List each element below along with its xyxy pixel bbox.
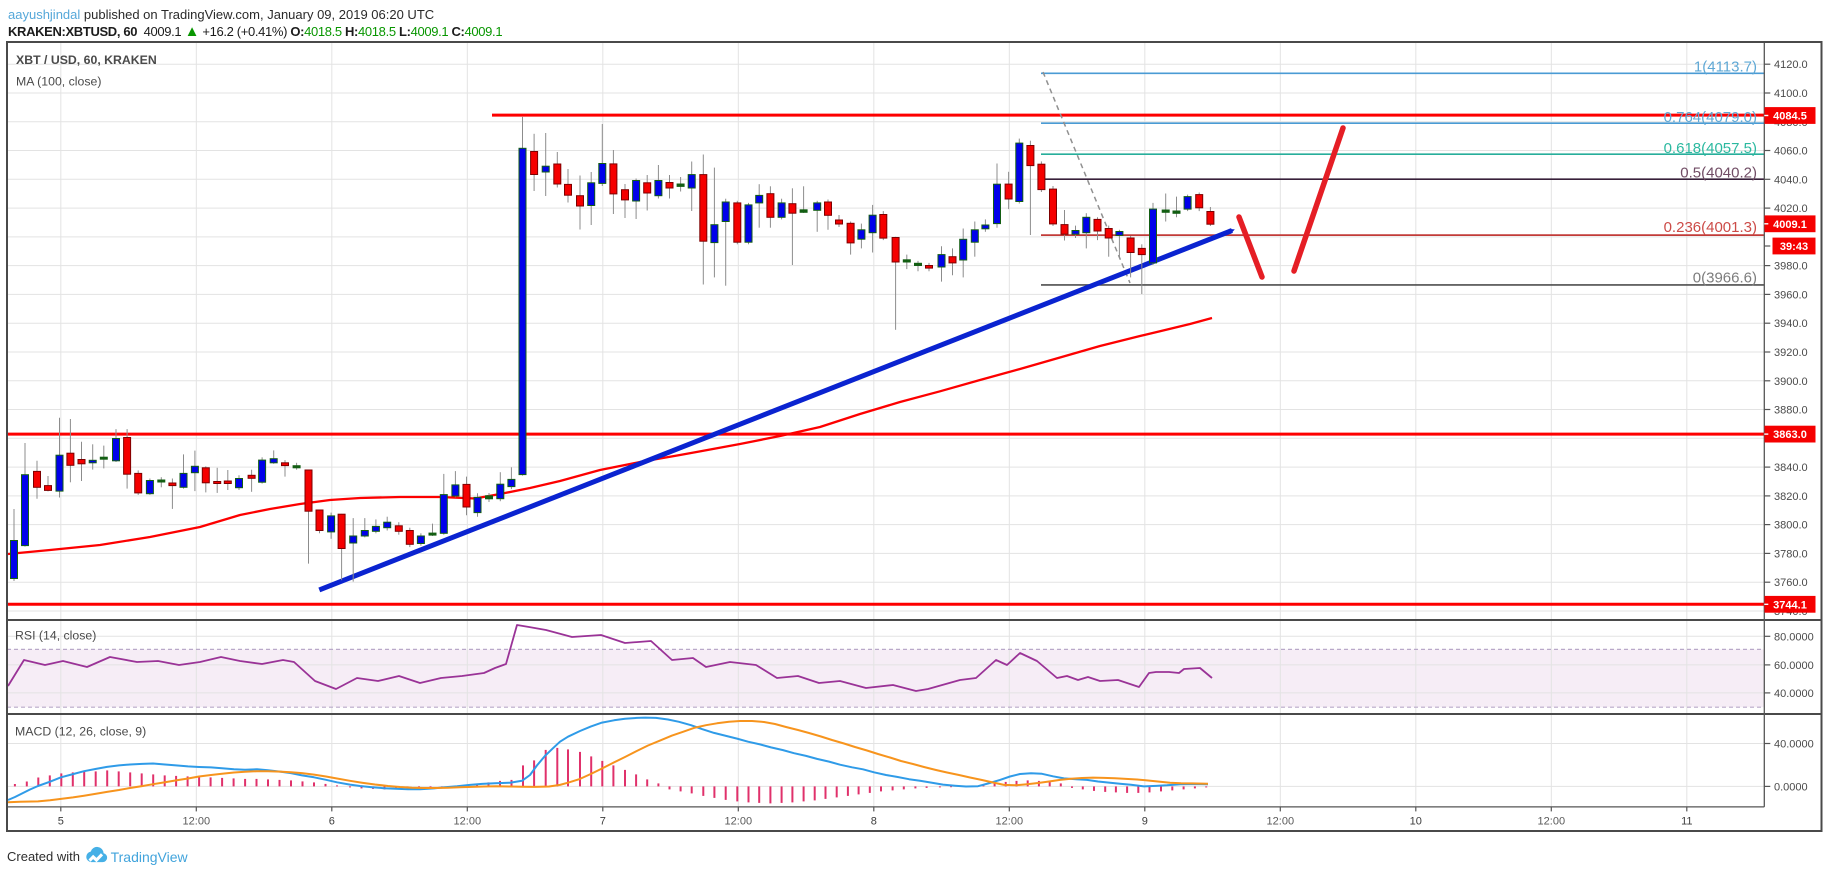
svg-text:0.0000: 0.0000 — [1774, 781, 1808, 793]
svg-text:3880.0: 3880.0 — [1774, 405, 1808, 417]
svg-text:3863.0: 3863.0 — [1773, 429, 1807, 441]
svg-text:3780.0: 3780.0 — [1774, 548, 1808, 560]
svg-text:MA (100, close): MA (100, close) — [16, 75, 101, 89]
svg-text:0.236(4001.3): 0.236(4001.3) — [1664, 219, 1757, 236]
svg-text:40.0000: 40.0000 — [1774, 739, 1814, 751]
svg-text:6: 6 — [329, 816, 335, 828]
svg-text:60.0000: 60.0000 — [1774, 660, 1814, 672]
svg-text:3820.0: 3820.0 — [1774, 491, 1808, 503]
svg-text:XBT / USD, 60, KRAKEN: XBT / USD, 60, KRAKEN — [16, 53, 157, 67]
svg-text:MACD (12, 26, close, 9): MACD (12, 26, close, 9) — [15, 725, 146, 739]
svg-text:10: 10 — [1410, 816, 1422, 828]
svg-text:4120.0: 4120.0 — [1774, 59, 1808, 71]
svg-text:12:00: 12:00 — [1267, 816, 1295, 828]
svg-text:3940.0: 3940.0 — [1774, 318, 1808, 330]
svg-text:3980.0: 3980.0 — [1774, 261, 1808, 273]
svg-text:12:00: 12:00 — [1538, 816, 1566, 828]
svg-text:9: 9 — [1142, 816, 1148, 828]
svg-text:40.0000: 40.0000 — [1774, 688, 1814, 700]
svg-text:11: 11 — [1681, 816, 1692, 828]
svg-text:80.0000: 80.0000 — [1774, 631, 1814, 643]
svg-text:3744.1: 3744.1 — [1773, 599, 1807, 611]
svg-text:4009.1: 4009.1 — [1773, 219, 1807, 231]
svg-text:3800.0: 3800.0 — [1774, 520, 1808, 532]
svg-text:12:00: 12:00 — [183, 816, 211, 828]
svg-text:4040.0: 4040.0 — [1774, 174, 1808, 186]
svg-text:0.618(4057.5): 0.618(4057.5) — [1664, 140, 1757, 157]
svg-text:3900.0: 3900.0 — [1774, 376, 1808, 388]
svg-text:12:00: 12:00 — [996, 816, 1024, 828]
svg-text:4084.5: 4084.5 — [1773, 111, 1807, 123]
svg-text:5: 5 — [58, 816, 64, 828]
svg-text:0.5(4040.2): 0.5(4040.2) — [1680, 165, 1757, 182]
svg-text:3840.0: 3840.0 — [1774, 462, 1808, 474]
svg-text:4020.0: 4020.0 — [1774, 203, 1808, 215]
svg-text:7: 7 — [600, 816, 606, 828]
svg-text:3960.0: 3960.0 — [1774, 289, 1808, 301]
svg-text:3760.0: 3760.0 — [1774, 577, 1808, 589]
svg-text:3920.0: 3920.0 — [1774, 347, 1808, 359]
svg-text:4060.0: 4060.0 — [1774, 146, 1808, 158]
svg-text:4100.0: 4100.0 — [1774, 88, 1808, 100]
svg-text:0(3966.6): 0(3966.6) — [1693, 270, 1757, 287]
svg-text:12:00: 12:00 — [725, 816, 753, 828]
svg-text:RSI (14, close): RSI (14, close) — [15, 629, 96, 643]
svg-text:0.764(4079.0): 0.764(4079.0) — [1664, 109, 1757, 126]
svg-text:8: 8 — [871, 816, 877, 828]
svg-text:39:43: 39:43 — [1780, 241, 1808, 253]
svg-text:1(4113.7): 1(4113.7) — [1694, 59, 1757, 76]
svg-text:12:00: 12:00 — [454, 816, 482, 828]
